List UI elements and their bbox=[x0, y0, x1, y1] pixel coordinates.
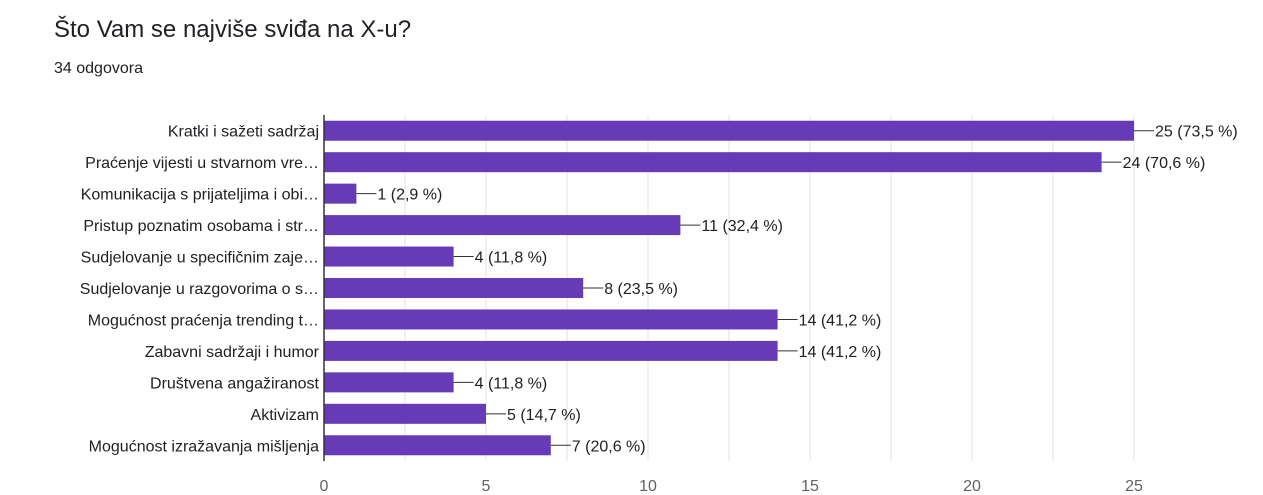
value-label: 1 (2,9 %) bbox=[377, 187, 442, 204]
category-label: Mogućnost praćenja trending t… bbox=[88, 312, 319, 329]
x-tick-label: 15 bbox=[801, 478, 819, 495]
value-label: 4 (11,8 %) bbox=[475, 375, 548, 392]
category-label: Kratki i sažeti sadržaj bbox=[168, 124, 319, 141]
x-tick-labels: 0 5 10 15 20 25 bbox=[320, 478, 1143, 495]
x-tick-label: 10 bbox=[639, 478, 657, 495]
value-label: 4 (11,8 %) bbox=[475, 250, 548, 267]
x-tick-label: 25 bbox=[1125, 478, 1143, 495]
bar[interactable] bbox=[324, 372, 454, 393]
bars bbox=[324, 120, 1134, 456]
bar[interactable] bbox=[324, 183, 357, 204]
value-label: 24 (70,6 %) bbox=[1123, 155, 1206, 172]
bar[interactable] bbox=[324, 120, 1134, 141]
question-title: Što Vam se najviše sviđa na X-u? bbox=[54, 16, 412, 43]
response-count: 34 odgovora bbox=[54, 60, 143, 77]
value-label: 5 (14,7 %) bbox=[507, 407, 581, 424]
bar[interactable] bbox=[324, 403, 486, 424]
bar[interactable] bbox=[324, 278, 584, 298]
x-tick-label: 5 bbox=[482, 478, 491, 495]
category-label: Komunikacija s prijateljima i obi… bbox=[81, 187, 319, 204]
category-labels: Kratki i sažeti sadržaj Praćenje vijesti … bbox=[80, 124, 320, 456]
bar[interactable] bbox=[324, 246, 454, 267]
x-tick-label: 20 bbox=[963, 478, 981, 495]
bar[interactable] bbox=[324, 152, 1102, 173]
value-label: 25 (73,5 %) bbox=[1155, 124, 1238, 141]
category-label: Sudjelovanje u razgovorima o s… bbox=[80, 281, 319, 298]
category-label: Sudjelovanje u specifičnim zaje… bbox=[81, 250, 319, 267]
value-label: 11 (32,4 %) bbox=[701, 218, 783, 235]
category-label: Pristup poznatim osobama i str… bbox=[83, 218, 319, 235]
value-label: 14 (41,2 %) bbox=[799, 344, 882, 361]
bar[interactable] bbox=[324, 309, 778, 330]
category-label: Aktivizam bbox=[251, 407, 319, 424]
category-label: Praćenje vijesti u stvarnom vre… bbox=[85, 155, 319, 172]
value-labels: 25 (73,5 %) 24 (70,6 %) 1 (2,9 %) 11 (32,4 … bbox=[356, 124, 1238, 455]
bar[interactable] bbox=[324, 215, 681, 236]
category-label: Mogućnost izražavanja mišljenja bbox=[89, 438, 319, 455]
value-label: 8 (23,5 %) bbox=[604, 281, 678, 298]
bar[interactable] bbox=[324, 435, 551, 456]
category-label: Društvena angažiranost bbox=[150, 375, 320, 392]
bar[interactable] bbox=[324, 340, 778, 361]
value-label: 14 (41,2 %) bbox=[799, 312, 882, 329]
category-label: Zabavni sadržaji i humor bbox=[145, 344, 320, 361]
x-tick-label: 0 bbox=[320, 478, 329, 495]
value-label: 7 (20,6 %) bbox=[572, 438, 646, 455]
